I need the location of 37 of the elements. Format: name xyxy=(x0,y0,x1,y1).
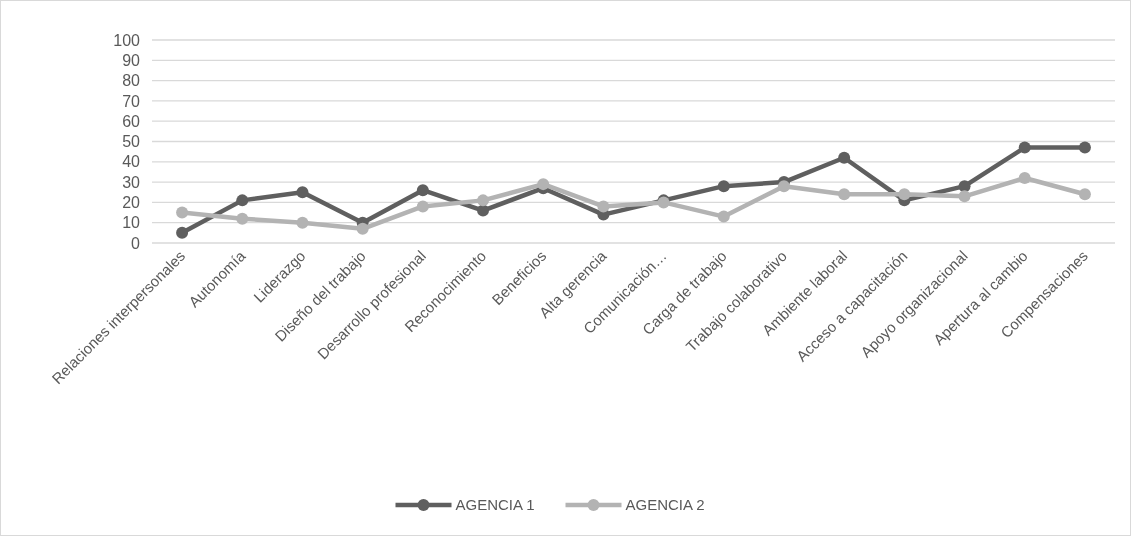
point xyxy=(477,194,490,207)
point xyxy=(838,151,851,164)
point xyxy=(296,186,309,199)
y-tick-label: 30 xyxy=(122,173,141,191)
y-tick-label: 70 xyxy=(122,92,141,110)
y-tick-label: 0 xyxy=(131,234,141,252)
point xyxy=(717,180,730,193)
y-tick-label: 60 xyxy=(122,112,141,130)
point xyxy=(296,216,309,229)
point xyxy=(1078,188,1091,201)
point xyxy=(537,178,550,191)
y-tick-label: 10 xyxy=(122,214,141,232)
point xyxy=(717,210,730,223)
point xyxy=(416,200,429,213)
legend-label: AGENCIA 2 xyxy=(625,496,705,514)
point xyxy=(356,222,369,235)
point xyxy=(597,200,610,213)
point xyxy=(416,184,429,197)
y-tick-label: 40 xyxy=(122,153,141,171)
point xyxy=(1078,141,1091,154)
point xyxy=(477,204,490,217)
point xyxy=(838,188,851,201)
y-tick-label: 100 xyxy=(113,31,141,49)
point xyxy=(777,180,790,193)
y-tick-label: 50 xyxy=(122,133,141,151)
point xyxy=(236,212,249,225)
point xyxy=(898,188,911,201)
point xyxy=(958,190,971,203)
y-tick-label: 90 xyxy=(122,51,141,69)
point xyxy=(1018,141,1031,154)
y-tick-label: 20 xyxy=(122,194,141,211)
legend-label: AGENCIA 1 xyxy=(455,496,535,514)
point xyxy=(236,194,249,207)
point xyxy=(176,226,189,239)
point xyxy=(1018,172,1031,185)
point xyxy=(176,206,189,219)
y-tick-label: 80 xyxy=(122,72,141,90)
